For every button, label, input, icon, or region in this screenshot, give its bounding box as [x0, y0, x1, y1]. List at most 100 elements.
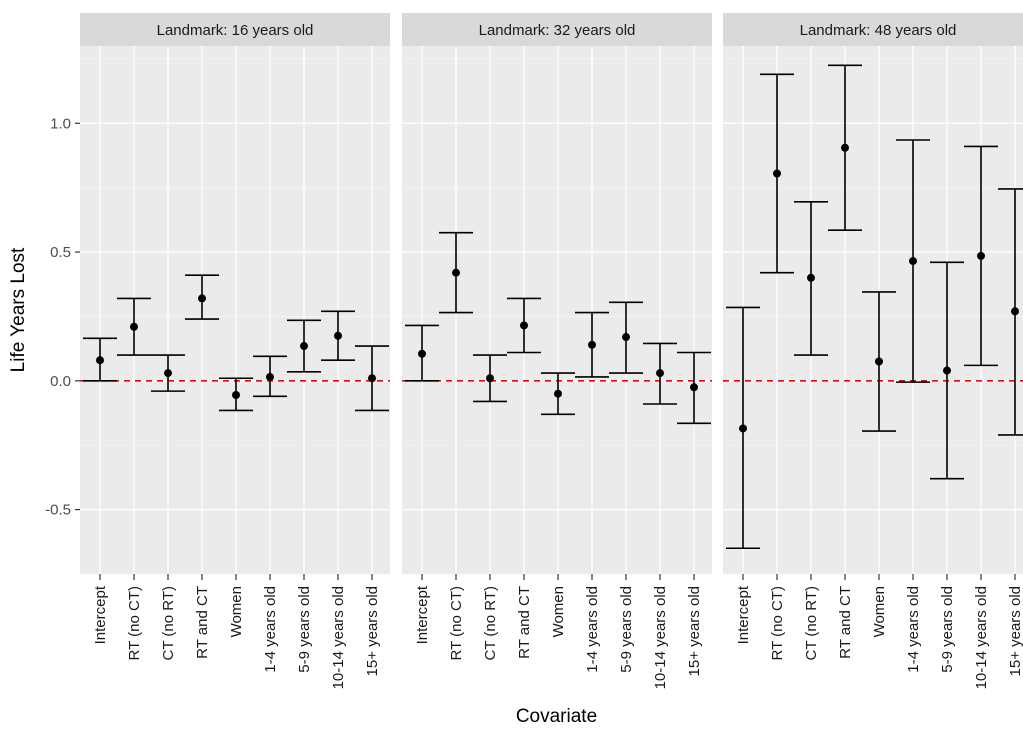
- panel-background: [723, 46, 1023, 574]
- errorbar-2-8: [643, 342, 677, 405]
- errorbar-1-5: [219, 377, 253, 412]
- x-tick-label: 1-4 years old: [905, 586, 922, 673]
- estimate-point: [452, 268, 460, 277]
- x-tick-label: RT and CT: [516, 586, 533, 659]
- estimate-point: [164, 369, 172, 378]
- estimate-point: [520, 321, 528, 330]
- estimate-point: [232, 390, 240, 399]
- x-tick-label: 15+ years old: [686, 586, 703, 676]
- panel-3: Landmark: 48 years old Intercept RT (no CT…: [723, 13, 1023, 689]
- estimate-point: [334, 331, 342, 340]
- panel-strip: [723, 13, 1023, 46]
- estimate-point: [96, 356, 104, 365]
- estimate-point: [773, 169, 781, 178]
- x-tick-label: 15+ years old: [1007, 586, 1023, 676]
- estimate-point: [368, 374, 376, 383]
- x-tick-label: Intercept: [414, 585, 431, 644]
- errorbar-2-1: [405, 324, 439, 382]
- errorbar-3-4: [828, 64, 862, 231]
- estimate-point: [739, 424, 747, 433]
- panel-title: Landmark: 32 years old: [479, 22, 636, 39]
- estimate-point: [656, 369, 664, 378]
- errorbar-3-3: [794, 201, 828, 356]
- x-tick-label: 10-14 years old: [330, 586, 347, 689]
- errorbar-3-9: [998, 188, 1023, 436]
- x-tick-label: Women: [550, 586, 567, 637]
- x-tick-label: Intercept: [735, 585, 752, 644]
- panel-strip: [402, 13, 712, 46]
- panel-1: Landmark: 16 years old Intercept RT (no CT…: [80, 13, 390, 689]
- x-tick-label: 1-4 years old: [262, 586, 279, 673]
- y-axis-title: Life Years Lost: [8, 247, 29, 372]
- estimate-point: [266, 372, 274, 381]
- errorbar-3-2: [760, 73, 794, 274]
- estimate-point: [909, 257, 917, 266]
- estimate-point: [807, 273, 815, 282]
- errorbar-3-5: [862, 291, 896, 432]
- errorbar-1-1: [83, 337, 117, 382]
- estimate-point: [588, 340, 596, 349]
- x-tick-label: Women: [871, 586, 888, 637]
- x-tick-label: 15+ years old: [364, 586, 381, 676]
- errorbar-1-7: [287, 319, 321, 373]
- errorbar-1-9: [355, 345, 389, 412]
- x-tick-label: CT (no RT): [482, 586, 499, 660]
- x-tick-label: 5-9 years old: [296, 586, 313, 673]
- estimate-point: [300, 342, 308, 351]
- errorbar-3-1: [726, 306, 760, 550]
- errorbar-2-7: [609, 301, 643, 374]
- errorbar-1-2: [117, 297, 151, 356]
- errorbar-2-5: [541, 372, 575, 416]
- x-tick-label: RT (no CT): [448, 586, 465, 660]
- y-tick-label: 0.5: [50, 244, 71, 261]
- x-tick-label: Intercept: [92, 585, 109, 644]
- estimate-point: [130, 322, 138, 331]
- estimate-point: [1011, 307, 1019, 316]
- estimate-point: [841, 143, 849, 152]
- x-tick-label: 5-9 years old: [939, 586, 956, 673]
- x-tick-label: 1-4 years old: [584, 586, 601, 673]
- x-tick-label: RT (no CT): [769, 586, 786, 660]
- estimate-point: [486, 374, 494, 383]
- errorbar-1-4: [185, 274, 219, 320]
- estimate-point: [875, 357, 883, 366]
- x-tick-label: Women: [228, 586, 245, 637]
- x-tick-label: RT and CT: [837, 586, 854, 659]
- errorbar-2-4: [507, 297, 541, 354]
- x-axis-title: Covariate: [516, 706, 597, 727]
- y-tick-label: 1.0: [50, 115, 71, 132]
- x-tick-label: 10-14 years old: [973, 586, 990, 689]
- x-tick-label: CT (no RT): [160, 586, 177, 660]
- x-tick-label: 5-9 years old: [618, 586, 635, 673]
- panel-title: Landmark: 48 years old: [800, 22, 957, 39]
- errorbar-1-3: [151, 354, 185, 392]
- errorbar-2-6: [575, 311, 609, 378]
- x-tick-label: 10-14 years old: [652, 586, 669, 689]
- errorbar-2-9: [677, 351, 711, 425]
- errorbar-3-6: [896, 139, 930, 383]
- errorbar-3-7: [930, 261, 964, 480]
- errorbar-2-3: [473, 354, 507, 403]
- y-tick-label: 0.0: [50, 373, 71, 390]
- estimate-point: [943, 366, 951, 375]
- estimate-point: [554, 389, 562, 398]
- y-tick-label: -0.5: [45, 502, 71, 519]
- x-tick-label: RT and CT: [194, 586, 211, 659]
- panel-2: Landmark: 32 years old Intercept RT (no CT…: [402, 13, 712, 689]
- estimate-point: [198, 294, 206, 303]
- errorbar-2-2: [439, 231, 473, 314]
- x-tick-label: RT (no CT): [126, 586, 143, 660]
- estimate-point: [690, 383, 698, 392]
- y-axis: -0.5 0.0 0.5 1.0: [45, 115, 80, 519]
- errorbar-1-6: [253, 355, 287, 398]
- panel-background: [80, 46, 390, 574]
- panel-strip: [80, 13, 390, 46]
- panel-title: Landmark: 16 years old: [157, 22, 314, 39]
- estimate-point: [977, 251, 985, 260]
- estimate-point: [418, 349, 426, 358]
- x-tick-label: CT (no RT): [803, 586, 820, 660]
- panel-background: [402, 46, 712, 574]
- errorbar-1-8: [321, 310, 355, 362]
